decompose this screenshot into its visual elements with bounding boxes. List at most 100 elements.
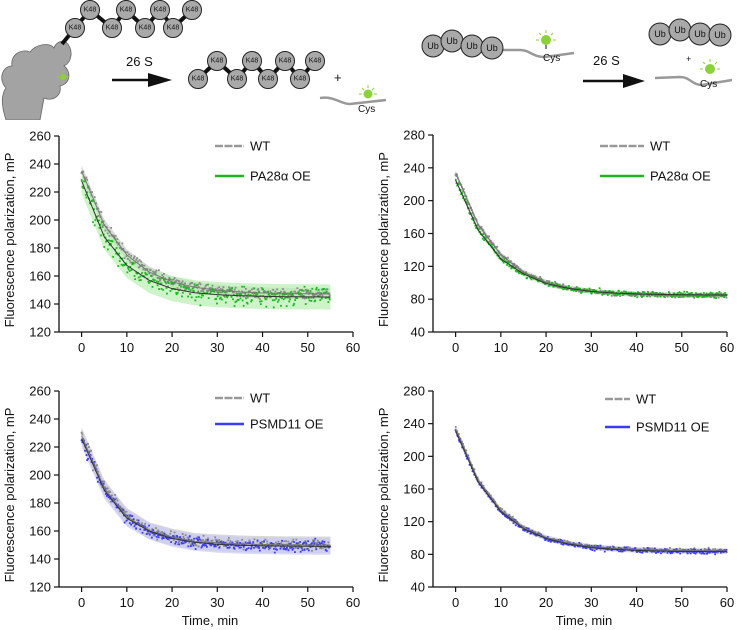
data-point xyxy=(170,283,173,285)
x-tick-label: 0 xyxy=(452,595,459,610)
data-point xyxy=(567,285,570,287)
y-tick-label: 180 xyxy=(29,496,51,511)
data-point xyxy=(589,548,592,551)
data-point xyxy=(610,549,613,552)
data-point xyxy=(85,196,88,199)
data-point xyxy=(556,286,559,289)
data-point xyxy=(566,288,568,291)
data-point xyxy=(637,291,639,294)
data-point xyxy=(124,511,126,513)
data-point xyxy=(118,506,120,509)
data-point xyxy=(199,539,202,542)
data-point xyxy=(114,494,117,496)
folded-protein-blob xyxy=(1,40,72,120)
data-point xyxy=(301,289,304,292)
data-point xyxy=(207,289,210,292)
data-point xyxy=(651,290,654,293)
y-tick-label: 160 xyxy=(29,269,51,284)
data-point xyxy=(294,551,296,553)
data-point xyxy=(82,170,85,173)
data-point xyxy=(196,538,199,540)
data-point xyxy=(146,526,149,529)
data-point xyxy=(139,528,142,531)
data-point xyxy=(294,290,296,293)
data-point xyxy=(249,294,252,297)
data-point xyxy=(692,295,695,298)
data-point xyxy=(514,524,517,527)
data-point xyxy=(316,291,319,294)
data-point xyxy=(249,540,251,543)
data-point xyxy=(132,262,135,265)
data-point xyxy=(650,551,653,554)
data-point xyxy=(128,269,131,272)
data-point xyxy=(270,545,273,548)
data-point xyxy=(585,547,588,550)
data-point xyxy=(703,552,706,555)
data-point xyxy=(461,190,464,193)
data-point xyxy=(557,539,560,541)
data-point xyxy=(530,532,533,535)
data-point xyxy=(308,291,311,294)
data-point xyxy=(573,545,576,548)
data-point xyxy=(154,527,157,530)
data-point xyxy=(151,528,154,530)
fit-line xyxy=(455,179,728,296)
data-point xyxy=(84,449,86,452)
data-point xyxy=(723,296,726,299)
data-point xyxy=(281,539,283,542)
data-point xyxy=(162,272,165,275)
data-point xyxy=(601,290,604,293)
data-point xyxy=(259,298,261,300)
data-point xyxy=(224,301,227,304)
data-point xyxy=(211,539,214,542)
data-point xyxy=(631,294,634,297)
data-point xyxy=(216,544,219,547)
data-point xyxy=(206,292,208,295)
data-point xyxy=(515,270,518,273)
data-point xyxy=(326,288,329,291)
data-point xyxy=(629,294,632,297)
data-point xyxy=(264,538,267,541)
data-point xyxy=(599,289,602,292)
data-point xyxy=(144,523,146,525)
arrow-icon xyxy=(583,74,645,88)
data-point xyxy=(612,291,615,294)
data-point xyxy=(689,292,692,295)
data-point xyxy=(223,543,225,545)
data-point xyxy=(652,291,655,294)
data-point xyxy=(222,541,225,544)
data-point xyxy=(162,537,165,540)
data-point xyxy=(143,529,146,531)
data-point xyxy=(606,548,609,551)
data-point xyxy=(599,548,602,551)
data-point xyxy=(603,290,606,293)
data-point xyxy=(132,261,134,264)
data-point xyxy=(707,548,709,551)
data-point xyxy=(80,179,83,181)
data-point xyxy=(231,287,234,289)
data-point xyxy=(102,482,105,485)
data-point xyxy=(566,543,569,546)
data-point xyxy=(303,542,305,544)
data-point xyxy=(167,278,170,281)
data-point xyxy=(93,224,96,227)
data-point xyxy=(195,537,198,540)
data-point xyxy=(515,264,518,267)
data-point xyxy=(193,542,196,544)
data-point xyxy=(127,514,130,517)
data-point xyxy=(454,429,457,432)
data-point xyxy=(277,540,280,543)
data-point xyxy=(457,433,460,436)
data-point xyxy=(179,536,181,538)
data-point xyxy=(125,255,128,258)
y-tick-label: 240 xyxy=(403,160,425,175)
data-point xyxy=(693,547,696,550)
y-tick-label: 120 xyxy=(403,514,425,529)
data-point xyxy=(176,543,179,546)
data-point xyxy=(200,296,203,299)
data-point xyxy=(511,266,513,269)
data-point xyxy=(699,292,702,295)
data-point xyxy=(203,543,206,546)
data-point xyxy=(251,543,254,546)
data-point xyxy=(722,293,725,296)
